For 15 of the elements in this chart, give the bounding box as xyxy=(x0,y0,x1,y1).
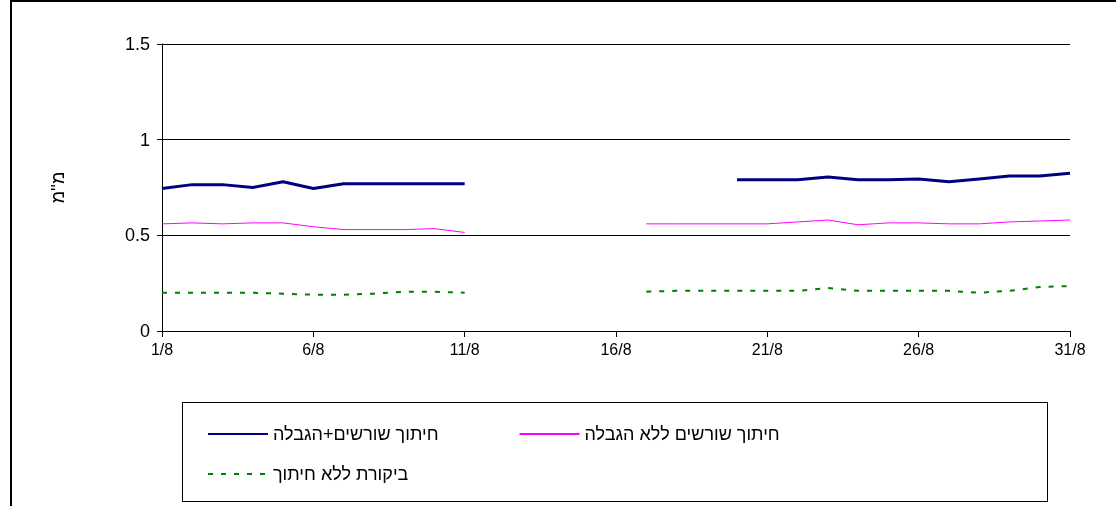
x-tick-label: 6/8 xyxy=(302,340,325,358)
x-tick-label: 26/8 xyxy=(903,340,935,358)
y-tick-label: 1.5 xyxy=(124,34,150,54)
x-tick-label: 16/8 xyxy=(600,340,632,358)
y-tick-label: 1 xyxy=(139,129,150,150)
y-tick-label: 0 xyxy=(139,321,150,341)
legend-label: חיתוך שורשים+הגבלה xyxy=(273,424,439,444)
x-tick-label: 11/8 xyxy=(449,340,480,358)
y-axis-title: מ''מ xyxy=(48,171,68,204)
legend-label: ביקורת ללא חיתוך xyxy=(273,464,409,484)
x-tick-label: 31/8 xyxy=(1054,340,1086,358)
y-tick-label: 0.5 xyxy=(124,225,150,246)
legend-label: חיתוך שורשים ללא הגבלה xyxy=(584,424,780,444)
x-tick-label: 21/8 xyxy=(751,340,784,358)
x-tick-label: 1/8 xyxy=(150,340,174,358)
